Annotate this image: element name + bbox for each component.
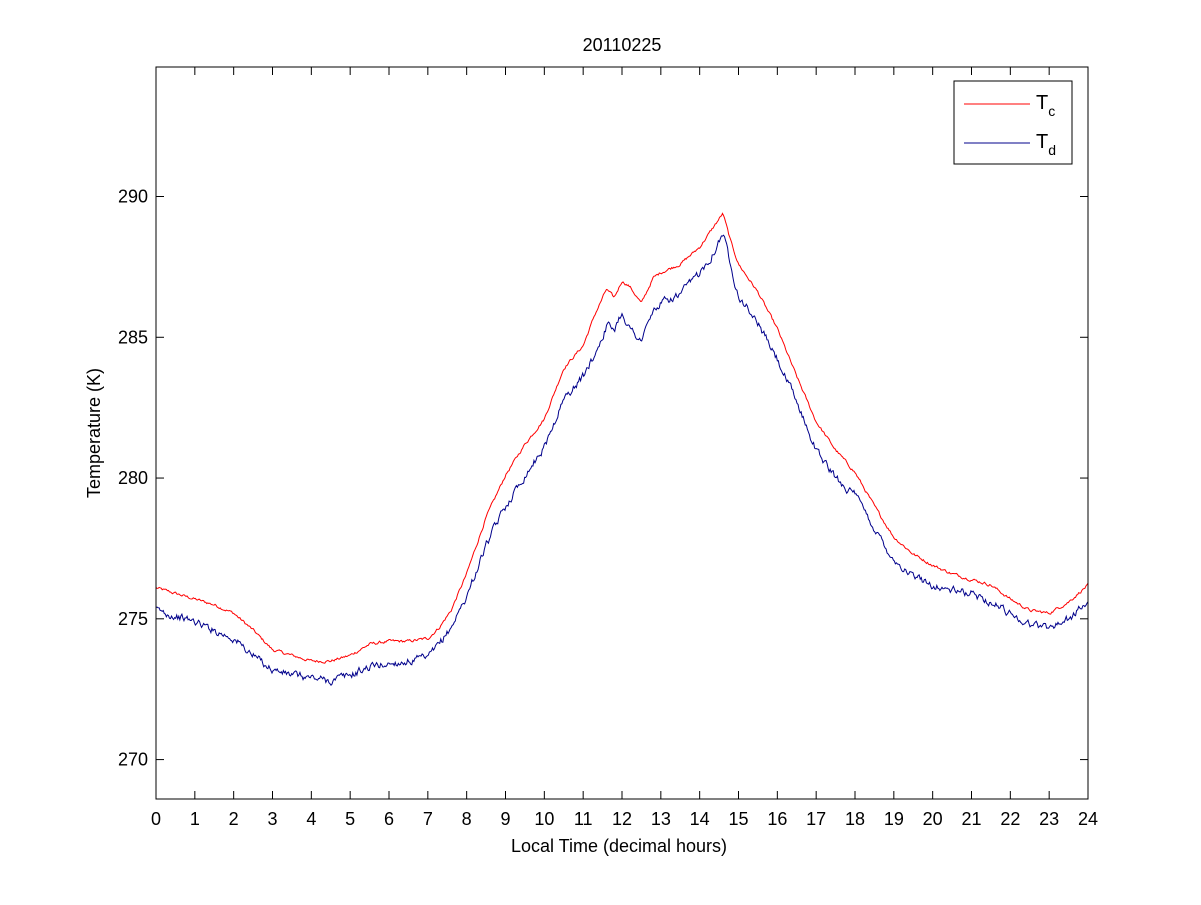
x-tick-label: 14	[690, 809, 710, 829]
chart-title: 20110225	[583, 35, 662, 55]
y-axis-label: Temperature (K)	[84, 368, 104, 498]
legend-box	[953, 80, 1073, 165]
x-tick-label: 19	[884, 809, 904, 829]
legend-label-td-sub: d	[1048, 142, 1056, 158]
x-tick-label: 5	[345, 809, 355, 829]
legend-label-td-main: T	[1036, 131, 1048, 153]
x-tick-label: 20	[923, 809, 943, 829]
x-tick-label: 3	[267, 809, 277, 829]
x-tick-label: 4	[306, 809, 316, 829]
legend-label-td: Td	[1036, 131, 1056, 158]
x-tick-label: 9	[500, 809, 510, 829]
x-tick-label: 23	[1039, 809, 1059, 829]
legend-label-tc: Tc	[1036, 92, 1055, 119]
y-tick-label: 290	[118, 187, 148, 207]
x-tick-label: 16	[767, 809, 787, 829]
x-tick-label: 24	[1078, 809, 1098, 829]
legend-label-tc-sub: c	[1048, 103, 1055, 119]
x-tick-label: 10	[534, 809, 554, 829]
x-tick-label: 11	[574, 809, 593, 829]
x-axis-label: Local Time (decimal hours)	[511, 836, 727, 856]
x-tick-label: 7	[423, 809, 433, 829]
x-tick-label: 0	[151, 809, 161, 829]
x-tick-label: 6	[384, 809, 394, 829]
series-line-tc	[155, 212, 1089, 664]
series-line-td	[155, 234, 1089, 687]
x-tick-label: 18	[845, 809, 865, 829]
x-tick-label: 1	[190, 809, 200, 829]
x-tick-label: 2	[229, 809, 239, 829]
x-tick-label: 22	[1000, 809, 1020, 829]
series-layer	[155, 212, 1089, 687]
x-tick-label: 8	[462, 809, 472, 829]
x-tick-label: 15	[728, 809, 748, 829]
x-tick-label: 12	[612, 809, 632, 829]
y-tick-label: 275	[118, 609, 148, 629]
x-tick-label: 21	[961, 809, 981, 829]
y-tick-label: 280	[118, 468, 148, 488]
y-tick-label: 270	[118, 750, 148, 770]
legend-label-tc-main: T	[1036, 92, 1048, 114]
x-tick-label: 17	[806, 809, 826, 829]
legend: Tc Td	[953, 80, 1073, 165]
y-tick-label: 285	[118, 327, 148, 347]
x-tick-label: 13	[651, 809, 671, 829]
x-axis-ticks: 0 1 2 3 4 5 6 7 8 9 10 11 12 13 14 15 16 17 18 19 20 21 22 23 24	[151, 67, 1098, 829]
y-axis-ticks: 270 275 280 285 290	[118, 187, 1088, 770]
